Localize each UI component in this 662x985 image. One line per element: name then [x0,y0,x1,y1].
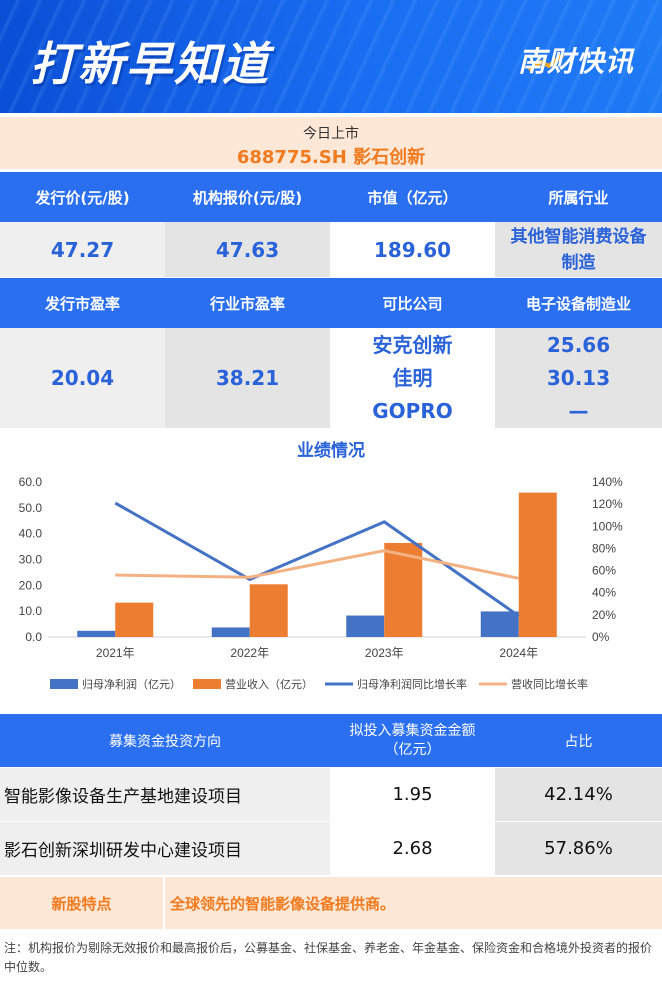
industry-line-2: 制造 [561,252,596,273]
fund-row: 智能影像设备生产基地建设项目 1.95 42.14% [0,768,662,822]
brand-logo: 南财快讯 [517,45,634,78]
left-tick-label: 50.0 [19,501,43,515]
x-tick-label: 2021年 [96,646,135,660]
inst-price-value: 47.63 [165,222,330,277]
table1-header: 发行价(元/股) 机构报价(元/股) 市值（亿元） 所属行业 [0,172,662,222]
header-peers: 可比公司 [330,278,495,328]
right-tick-label: 120% [592,497,623,511]
fund-ratio: 57.86% [495,822,662,876]
x-tick-label: 2023年 [365,646,404,660]
stock-code-name: 688775.SH 影石创新 [236,147,426,168]
right-tick-label: 0% [592,630,610,644]
peer-company: 安克创新 [372,332,453,357]
right-tick-label: 100% [592,519,623,533]
bar [211,627,250,637]
x-tick-label: 2022年 [230,646,269,660]
banner-title: 打新早知道 [30,37,270,91]
header-fund-amount-line-2: （亿元） [384,741,441,758]
right-tick-label: 80% [592,541,616,555]
bar [77,630,116,637]
industry-pe-value: 38.21 [165,328,330,428]
legend-label: 归母净利润（亿元） [82,677,181,691]
industry-line-1: 其他智能消费设备 [510,226,647,247]
header-industry-pe: 行业市盈率 [165,278,330,328]
left-tick-label: 40.0 [19,527,43,541]
legend-label: 营收同比增长率 [511,677,588,691]
header-fund-ratio: 占比 [495,714,662,768]
brand-arrow-icon [527,53,565,72]
fund-amount: 2.68 [330,822,495,876]
legend-label: 归母净利润同比增长率 [357,677,467,691]
header-market-cap: 市值（亿元） [330,172,495,222]
issue-price-value: 47.27 [0,222,165,277]
feature-text: 全球领先的智能影像设备提供商。 [170,894,396,913]
right-tick-label: 20% [592,608,616,622]
peer-list: 安克创新 佳明 GOPRO [330,328,495,428]
peer-pe: — [568,398,589,423]
market-cap-value: 189.60 [330,222,495,277]
left-tick-label: 0.0 [25,630,42,644]
bar [115,602,154,637]
table1-values: 47.27 47.63 189.60 其他智能消费设备 制造 [0,222,662,277]
fund-row: 影石创新深圳研发中心建设项目 2.68 57.86% [0,822,662,876]
x-tick-label: 2024年 [499,646,538,660]
fund-amount: 1.95 [330,768,495,822]
feature-bar: 新股特点 全球领先的智能影像设备提供商。 [0,877,662,929]
chart-title: 业绩情况 [297,441,365,461]
listing-bar: 今日上市 688775.SH 影石创新 [0,117,662,169]
header-fund-amount-line-1: 拟投入募集资金金额 [349,722,476,739]
footnote: 注：机构报价为剔除无效报价和最高报价后，公募基金、社保基金、养老金、年金基金、保… [4,941,653,974]
listing-label: 今日上市 [303,126,359,142]
series-line [114,501,520,618]
fund-ratio: 42.14% [495,768,662,822]
header-fund-direction: 募集资金投资方向 [0,714,330,768]
fund-project-name: 影石创新深圳研发中心建设项目 [0,822,330,876]
right-tick-label: 40% [592,586,616,600]
right-tick-label: 140% [592,475,623,489]
left-tick-label: 60.0 [19,475,43,489]
industry-value: 其他智能消费设备 制造 [495,222,662,277]
bar [480,611,519,637]
table2-header: 发行市盈率 行业市盈率 可比公司 电子设备制造业 [0,278,662,328]
bar [249,584,288,637]
header-inst-price: 机构报价(元/股) [165,172,330,222]
header-sector: 电子设备制造业 [495,278,662,328]
fund-header: 募集资金投资方向 拟投入募集资金金额 （亿元） 占比 [0,714,662,768]
peer-pe: 30.13 [546,365,611,390]
bar [346,615,385,637]
left-tick-label: 20.0 [19,578,43,592]
issue-pe-value: 20.04 [0,328,165,428]
peer-pe: 25.66 [546,332,611,357]
peer-company: 佳明 [392,365,433,390]
header-issue-pe: 发行市盈率 [0,278,165,328]
performance-chart: 0.0 10.0 20.0 30.0 40.0 50.0 60.0 0% 20% 40% 60% 80… [19,475,623,691]
header-issue-price: 发行价(元/股) [0,172,165,222]
fund-project-name: 智能影像设备生产基地建设项目 [0,768,330,822]
legend-label: 营业收入（亿元） [225,677,313,691]
header-banner: 打新早知道 南财快讯 [0,0,662,113]
table2-values: 20.04 38.21 安克创新 佳明 GOPRO 25.66 30.13 — [0,328,662,428]
left-tick-label: 30.0 [19,553,43,567]
bar [518,492,557,637]
series-line [115,549,520,580]
banner-decoration [0,0,662,113]
header-industry: 所属行业 [495,172,662,222]
peer-company: GOPRO [372,398,453,423]
legend-swatch [193,679,221,689]
header-fund-amount: 拟投入募集资金金额 （亿元） [330,714,495,768]
peer-pe-list: 25.66 30.13 — [495,328,662,428]
feature-label: 新股特点 [0,877,165,929]
left-tick-label: 10.0 [19,604,43,618]
right-tick-label: 60% [592,564,616,578]
legend-swatch [50,679,78,689]
